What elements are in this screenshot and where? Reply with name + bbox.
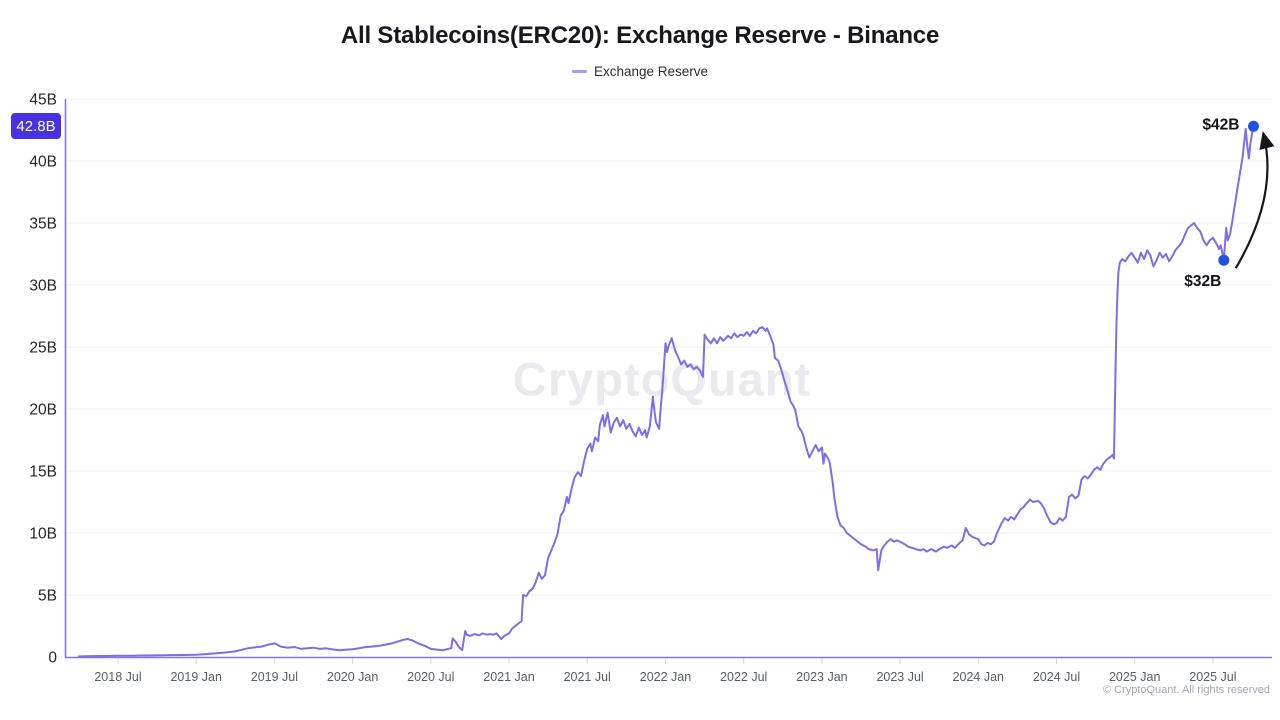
- x-axis-tick-label: 2024 Jul: [1033, 670, 1080, 684]
- series-line: [77, 125, 1255, 658]
- y-axis-tick-label: 25B: [29, 340, 57, 357]
- x-axis-tick-label: 2025 Jan: [1109, 670, 1160, 684]
- x-axis-tick-label: 2022 Jan: [640, 670, 691, 684]
- x-axis-tick-label: 2025 Jul: [1189, 670, 1236, 684]
- y-axis-tick-label: 35B: [29, 216, 57, 233]
- y-axis-tick-label: 0: [48, 650, 57, 667]
- annotation-dot-low: [1218, 254, 1230, 266]
- y-axis-tick-label: 40B: [29, 154, 57, 171]
- x-axis-tick-label: 2020 Jan: [327, 670, 378, 684]
- x-axis-tick-label: 2022 Jul: [720, 670, 767, 684]
- x-axis-tick-label: 2021 Jul: [564, 670, 611, 684]
- annotation-label-low: $32B: [1184, 273, 1221, 290]
- annotation-dot-high: [1248, 120, 1259, 132]
- annotation-arrow: [1234, 131, 1275, 269]
- legend-label: Exchange Reserve: [593, 64, 709, 79]
- x-axis-tick-label: 2019 Jul: [251, 670, 298, 684]
- y-axis-tick-label: 45B: [29, 92, 57, 109]
- y-axis-tick-label: 15B: [29, 464, 57, 481]
- annotation-label-high: $42B: [1202, 116, 1239, 133]
- x-axis-tick-label: 2023 Jul: [876, 670, 923, 684]
- x-axis-tick-label: 2023 Jan: [796, 670, 847, 684]
- legend: Exchange Reserve: [0, 64, 1280, 79]
- y-axis-tick-label: 10B: [29, 526, 57, 543]
- x-axis-tick-label: 2024 Jan: [953, 670, 1004, 684]
- x-axis-tick-label: 2020 Jul: [407, 670, 454, 684]
- y-axis-tick-label: 20B: [29, 402, 57, 419]
- x-axis-tick-label: 2021 Jan: [483, 670, 534, 684]
- x-axis-tick-label: 2018 Jul: [94, 670, 141, 684]
- y-axis-tick-label: 5B: [38, 588, 57, 605]
- current-value-badge: 42.8B: [11, 113, 61, 139]
- y-axis-tick-label: 30B: [29, 278, 57, 295]
- x-axis-tick-label: 2019 Jan: [170, 670, 221, 684]
- legend-line-swatch: [571, 70, 587, 73]
- copyright: © CryptoQuant. All rights reserved: [1102, 684, 1270, 696]
- chart-title: All Stablecoins(ERC20): Exchange Reserve…: [340, 22, 940, 49]
